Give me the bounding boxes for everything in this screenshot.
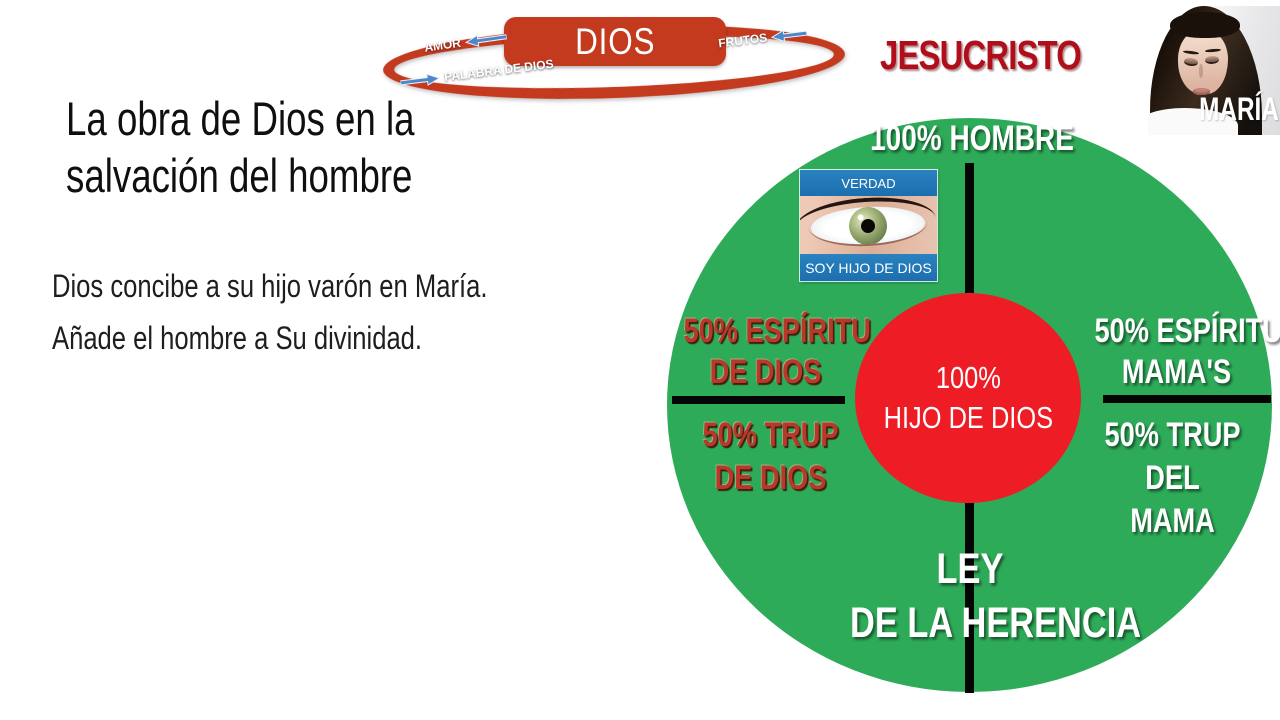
dios-label: DIOS xyxy=(574,20,656,62)
center-line-2: HIJO DE DIOS xyxy=(883,400,1053,435)
divider-line-bottom xyxy=(965,503,974,693)
dios-box: DIOS xyxy=(504,17,726,66)
arrow-left-icon xyxy=(770,29,808,42)
right-lower-line-3: MAMA xyxy=(1130,502,1215,540)
frutos-label-group: FRUTOS xyxy=(717,26,808,50)
right-lower-line-2: DEL xyxy=(1145,459,1200,497)
left-upper-line-1: 50% ESPÍRITU xyxy=(683,312,871,350)
center-line-1: 100% xyxy=(935,360,1001,395)
maria-lips xyxy=(1193,88,1210,95)
quadrant-label-top: 100% HOMBRE xyxy=(870,119,1074,158)
verdad-eye-card: VERDAD SOY HIJO DE DIOS xyxy=(800,170,937,281)
amor-label-group: AMOR xyxy=(423,29,508,55)
right-upper-line-2: MAMA'S xyxy=(1121,353,1232,391)
maria-label: MARÍA xyxy=(1199,91,1279,127)
arrow-right-icon xyxy=(399,72,441,86)
left-lower-line-1: 50% TRUP xyxy=(702,416,839,454)
body-text: Dios concibe a su hijo varón en María. A… xyxy=(52,260,487,364)
title-line-2: salvación del hombre xyxy=(66,149,413,202)
bottom-line-2: DE LA HERENCIA xyxy=(850,599,1142,647)
quadrant-label-left-lower: 50% TRUP DE DIOS xyxy=(689,414,853,500)
jesucristo-heading: JESUCRISTO xyxy=(880,32,1082,78)
maria-nose xyxy=(1199,64,1203,78)
left-upper-line-2: DE DIOS xyxy=(709,353,822,391)
page-title: La obra de Dios en la salvación del homb… xyxy=(66,90,415,204)
eye-image xyxy=(800,196,937,254)
maria-shirt xyxy=(1148,108,1238,135)
quadrant-label-right-upper: 50% ESPÍRITU MAMA'S xyxy=(1094,311,1280,393)
quadrant-label-bottom: LEY DE LA HERENCIA xyxy=(850,542,1142,650)
quadrant-label-right-lower: 50% TRUP DEL MAMA xyxy=(1091,414,1255,543)
title-line-1: La obra de Dios en la xyxy=(66,92,415,145)
divider-line-left xyxy=(672,396,845,404)
body-line-2: Añade el hombre a Su divinidad. xyxy=(52,320,423,356)
palabra-label-group: PALABRA DE DIOS xyxy=(399,57,554,90)
divider-line-right xyxy=(1103,395,1271,403)
center-label: 100% HIJO DE DIOS xyxy=(883,358,1052,438)
arrow-left-icon xyxy=(464,33,508,47)
maria-hair-fringe xyxy=(1170,12,1240,38)
right-upper-line-1: 50% ESPÍRITU xyxy=(1094,312,1280,350)
quadrant-label-left-upper: 50% ESPÍRITU DE DIOS xyxy=(683,311,871,393)
bottom-line-1: LEY xyxy=(936,545,1004,593)
soy-hijo-banner: SOY HIJO DE DIOS xyxy=(800,254,937,281)
left-lower-line-2: DE DIOS xyxy=(714,459,827,497)
verdad-banner: VERDAD xyxy=(800,170,937,196)
divider-line-top xyxy=(965,163,974,293)
red-center-circle: 100% HIJO DE DIOS xyxy=(855,293,1081,503)
right-lower-line-1: 50% TRUP xyxy=(1104,416,1241,454)
maria-photo: MARÍA xyxy=(1148,6,1280,135)
body-line-1: Dios concibe a su hijo varón en María. xyxy=(52,268,488,304)
